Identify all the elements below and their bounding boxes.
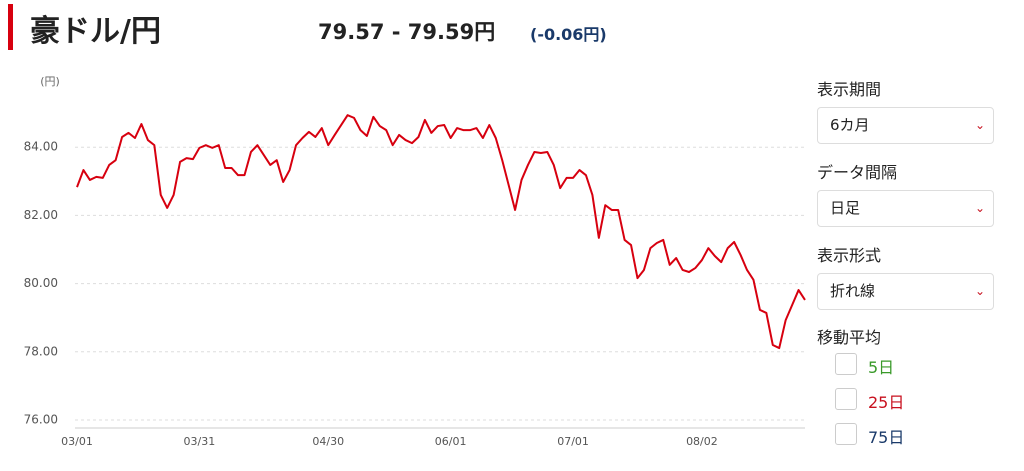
display-value: 折れ線 [830, 282, 876, 300]
x-tick-label: 06/01 [435, 435, 467, 448]
display-label: 表示形式 [817, 246, 882, 265]
period-label: 表示期間 [817, 80, 882, 99]
checkbox[interactable] [835, 388, 857, 410]
chart: (円) 76.00 78.00 80.00 82.00 84.00 03/01 03/31 0… [24, 75, 806, 448]
y-tick-label: 80.00 [24, 276, 58, 290]
checkbox-label: 5日 [868, 358, 895, 377]
y-tick-label: 78.00 [24, 344, 58, 358]
checkbox[interactable] [835, 423, 857, 445]
header-bar [8, 4, 13, 50]
checkbox[interactable] [835, 353, 857, 375]
x-tick-label: 07/01 [557, 435, 589, 448]
x-tick-label: 03/01 [61, 435, 93, 448]
display-select[interactable]: 折れ線 ⌄ [817, 273, 994, 310]
x-tick-label: 03/31 [184, 435, 216, 448]
checkbox-label: 25日 [868, 393, 905, 412]
price-change: (-0.06円) [530, 25, 607, 44]
chevron: ⌄ [974, 118, 985, 132]
moving-average-label: 移動平均 [817, 328, 882, 347]
price: 79.57 - 79.59円 [318, 20, 496, 44]
chevron: ⌄ [974, 201, 985, 215]
checkbox-label: 75日 [868, 428, 905, 447]
page-title: 豪ドル/円 [30, 14, 161, 49]
x-tick-label: 08/02 [686, 435, 718, 448]
x-tick-label: 04/30 [312, 435, 344, 448]
y-tick-label: 84.00 [24, 140, 58, 154]
y-tick-label: 76.00 [24, 413, 58, 427]
y-tick-label: 82.00 [24, 208, 58, 222]
chevron: ⌄ [974, 284, 985, 298]
y-axis-label: (円) [40, 75, 60, 88]
interval-label: データ間隔 [817, 163, 898, 182]
period-value: 6カ月 [830, 116, 870, 134]
interval-value: 日足 [830, 199, 861, 217]
price-line [76, 114, 806, 350]
period-select[interactable]: 6カ月 ⌄ [817, 107, 994, 144]
interval-select[interactable]: 日足 ⌄ [817, 190, 994, 227]
